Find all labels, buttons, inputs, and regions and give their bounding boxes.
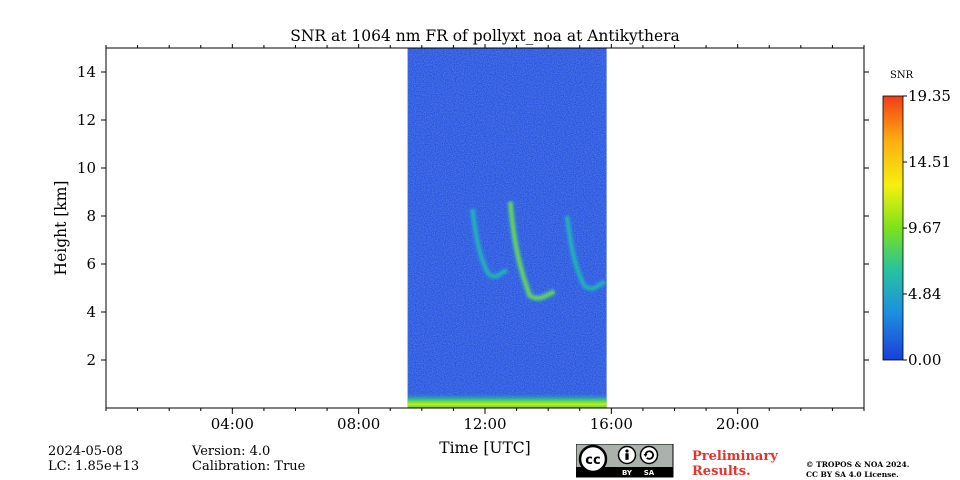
y-tick-label: 8 <box>86 207 96 225</box>
copyright-line-1: © TROPOS & NOA 2024. <box>806 460 910 469</box>
preliminary-line-1: Preliminary <box>692 449 778 464</box>
y-tick-label: 4 <box>86 303 96 321</box>
x-tick-label: 12:00 <box>463 415 506 433</box>
preliminary-results-note: Preliminary Results. <box>692 449 778 479</box>
footer-calibration: Calibration: True <box>192 459 306 474</box>
cirrus-fall-streak-3 <box>563 215 607 292</box>
preliminary-line-2: Results. <box>692 464 751 479</box>
y-tick-label: 10 <box>77 159 96 177</box>
y-tick-label: 14 <box>77 63 96 81</box>
y-tick-label: 2 <box>86 351 96 369</box>
x-tick-label: 08:00 <box>337 415 380 433</box>
y-axis: 2 4 6 8 10 12 14 <box>77 63 869 369</box>
copyright-note: © TROPOS & NOA 2024. CC BY SA 4.0 Licens… <box>806 460 909 480</box>
colorbar-tick-label: 14.51 <box>908 153 951 171</box>
colorbar-tick-label: 4.84 <box>908 285 941 303</box>
colorbar-tick-label: 0.00 <box>908 351 941 369</box>
footer-version: Version: 4.0 <box>192 444 271 459</box>
colorbar-label: SNR <box>890 70 914 81</box>
sa-label: SA <box>644 469 655 477</box>
chart-title: SNR at 1064 nm FR of pollyxt_noa at Anti… <box>290 27 680 45</box>
x-axis: 04:00 08:00 12:00 16:00 20:00 <box>105 44 865 433</box>
footer-lc: LC: 1.85e+13 <box>48 459 140 474</box>
x-tick-label: 16:00 <box>590 415 633 433</box>
by-label: BY <box>622 469 633 477</box>
colorbar-tick-label: 19.35 <box>908 87 951 105</box>
y-tick-label: 6 <box>86 255 96 273</box>
colorbar: SNR 0.00 4.84 9.67 14.51 19.35 <box>882 70 951 369</box>
x-tick-label: 20:00 <box>716 415 759 433</box>
x-axis-label: Time [UTC] <box>439 439 530 457</box>
snr-data-layer <box>407 48 607 408</box>
copyright-line-2: CC BY SA 4.0 License. <box>806 470 899 479</box>
colorbar-tick-label: 9.67 <box>908 219 941 237</box>
y-axis-label: Height [km] <box>52 181 70 276</box>
footer-date: 2024-05-08 <box>48 444 123 459</box>
colorbar-gradient <box>882 95 904 361</box>
near-surface-layer <box>407 393 607 408</box>
x-tick-label: 04:00 <box>211 415 254 433</box>
cirrus-fall-streak-1 <box>468 208 509 280</box>
cc-by-sa-license-icon: cc BY SA <box>576 444 674 478</box>
cc-label: cc <box>585 453 600 468</box>
snr-noise-texture <box>407 48 607 408</box>
y-tick-label: 12 <box>77 111 96 129</box>
cirrus-fall-streak-2 <box>506 201 556 302</box>
